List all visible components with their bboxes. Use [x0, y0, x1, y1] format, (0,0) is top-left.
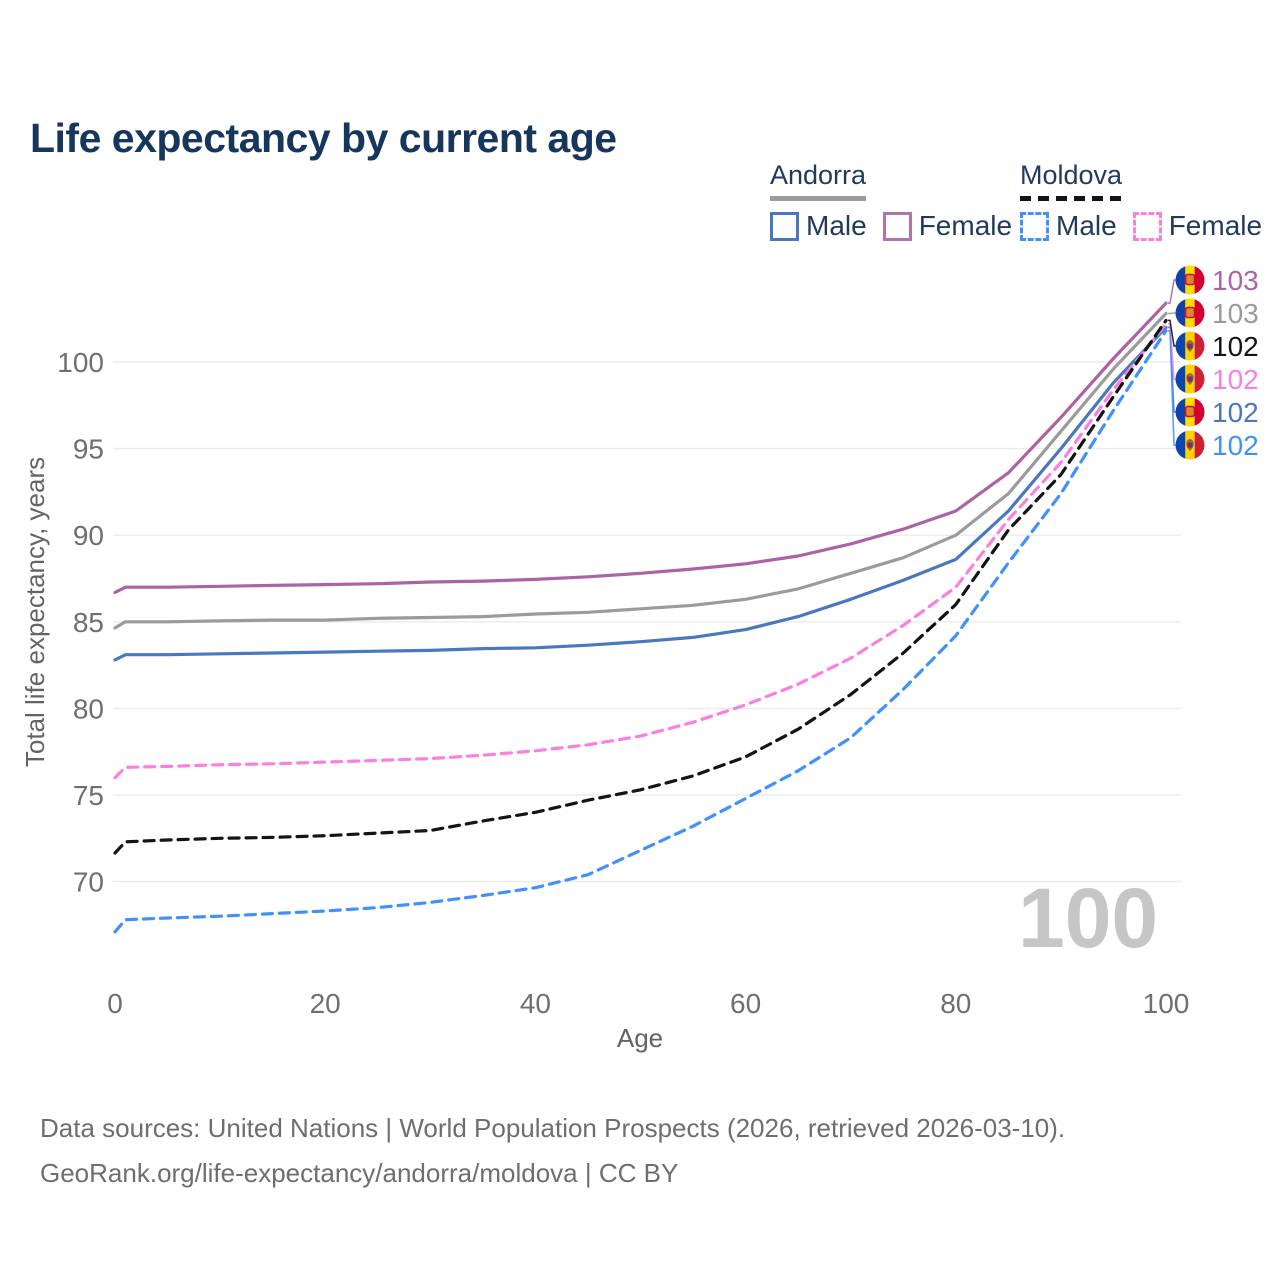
legend-item-andorra-female[interactable]: Female	[882, 210, 1013, 242]
end-label-group-andorra-female: 103	[1175, 265, 1259, 296]
legend-item-label: Male	[1056, 210, 1117, 241]
end-label-connector-moldova-male	[1168, 330, 1176, 446]
legend-item-label: Female	[1168, 210, 1263, 241]
moldova-flag-icon	[1175, 430, 1205, 460]
x-tick-label-60: 60	[730, 988, 761, 1019]
x-tick-label-0: 0	[107, 988, 123, 1019]
end-label-group-moldova-female: 102	[1175, 364, 1259, 395]
page-title: Life expectancy by current age	[30, 115, 617, 162]
moldova-series-line-sample	[1020, 196, 1123, 201]
y-tick-label-90: 90	[73, 520, 104, 551]
end-label-value-moldova-male: 102	[1212, 430, 1259, 461]
x-tick-label-40: 40	[520, 988, 551, 1019]
end-label-group-andorra-both: 103	[1175, 298, 1259, 329]
andorra-female-swatch-icon	[882, 211, 912, 241]
legend-items-andorra: Male Female	[770, 210, 1012, 242]
series-line-moldova-both[interactable]	[113, 318, 1168, 855]
series-line-moldova-male[interactable]	[113, 329, 1168, 934]
end-label-value-moldova-female: 102	[1212, 364, 1259, 395]
footer: Data sources: United Nations | World Pop…	[40, 1106, 1065, 1195]
end-label-value-andorra-both: 103	[1212, 298, 1259, 329]
footer-attribution-link: GeoRank.org/life-expectancy/andorra/mold…	[40, 1157, 679, 1188]
series-line-andorra-both[interactable]	[113, 311, 1168, 630]
footer-data-sources: Data sources: United Nations | World Pop…	[40, 1113, 1066, 1143]
x-tick-label-20: 20	[310, 988, 341, 1019]
end-label-connector-andorra-both	[1168, 312, 1176, 315]
legend-group-andorra: Andorra Male Female	[770, 160, 1012, 242]
end-label-group-moldova-both: 102	[1175, 331, 1259, 362]
life-expectancy-chart: 70 75 80 85 90 95 100 0 20 40 60 80 100 Total life ex…	[20, 265, 1259, 1053]
end-label-group-moldova-male: 102	[1175, 430, 1259, 461]
legend-group-title-moldova: Moldova	[1020, 160, 1123, 190]
y-tick-label-100: 100	[57, 347, 104, 378]
end-label-connector-moldova-both	[1168, 319, 1176, 347]
series-line-andorra-female[interactable]	[113, 301, 1168, 595]
y-axis-title: Total life expectancy, years	[20, 457, 50, 767]
legend-item-moldova-male[interactable]: Male	[1020, 210, 1117, 242]
x-tick-label-80: 80	[940, 988, 971, 1019]
y-tick-label-70: 70	[73, 867, 104, 898]
legend-group-moldova: Moldova Male Female	[1020, 160, 1262, 242]
andorra-flag-icon	[1175, 265, 1205, 295]
moldova-male-swatch-icon	[1020, 211, 1049, 241]
y-tick-label-75: 75	[73, 780, 104, 811]
moldova-flag-icon	[1175, 364, 1205, 394]
legend-item-moldova-female[interactable]: Female	[1132, 210, 1263, 242]
series-line-andorra-male[interactable]	[113, 325, 1168, 662]
legend-item-label: Male	[806, 210, 867, 241]
x-axis-title: Age	[617, 1023, 663, 1053]
legend-group-title-andorra: Andorra	[770, 160, 867, 190]
end-label-connector-andorra-female	[1168, 279, 1176, 304]
legend-items-moldova: Male Female	[1020, 210, 1262, 242]
legend-group-head-andorra: Andorra	[770, 160, 867, 201]
y-tick-label-95: 95	[73, 434, 104, 465]
end-label-value-moldova-both: 102	[1212, 331, 1259, 362]
end-label-value-andorra-male: 102	[1212, 397, 1259, 428]
legend-item-label: Female	[918, 210, 1013, 241]
legend-group-head-moldova: Moldova	[1020, 160, 1123, 201]
y-tick-label-85: 85	[73, 607, 104, 638]
moldova-flag-icon	[1175, 331, 1205, 361]
andorra-male-swatch-icon	[770, 211, 799, 241]
current-age-watermark: 100	[1018, 871, 1159, 965]
end-label-connector-moldova-female	[1168, 323, 1176, 380]
x-tick-label-100: 100	[1143, 988, 1190, 1019]
moldova-female-swatch-icon	[1132, 211, 1162, 241]
andorra-flag-icon	[1175, 397, 1205, 427]
end-label-group-andorra-male: 102	[1175, 397, 1259, 428]
series-line-moldova-female[interactable]	[113, 322, 1168, 780]
y-tick-label-80: 80	[73, 693, 104, 724]
legend-item-andorra-male[interactable]: Male	[770, 210, 867, 242]
andorra-series-line-sample	[770, 196, 867, 201]
end-label-value-andorra-female: 103	[1212, 265, 1259, 296]
andorra-flag-icon	[1175, 298, 1205, 328]
